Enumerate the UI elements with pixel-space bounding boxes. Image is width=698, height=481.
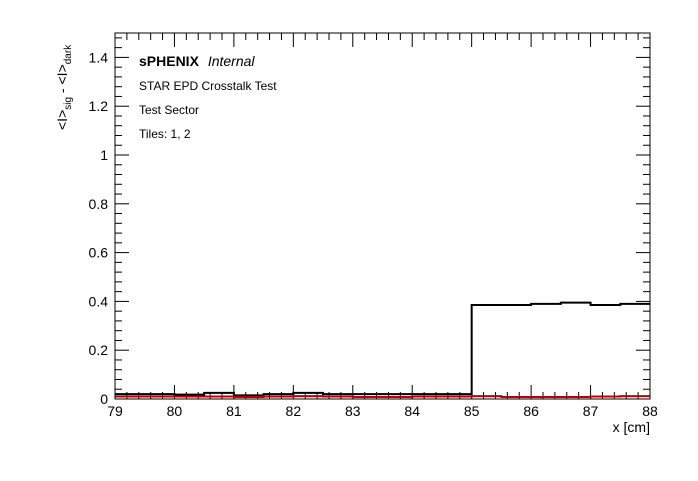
y-axis-title-base-dark: <I> <box>54 64 70 84</box>
experiment-status: Internal <box>208 53 256 69</box>
x-tick-label: 85 <box>464 403 480 419</box>
experiment-name: sPHENIX <box>139 53 200 69</box>
ticks-layer <box>114 33 651 400</box>
y-tick-label: 1.2 <box>89 98 109 114</box>
x-axis-title: x [cm] <box>613 419 650 435</box>
y-tick-label: 0.6 <box>89 245 109 261</box>
histogram-series-2 <box>115 395 650 399</box>
x-tick-label: 79 <box>107 403 123 419</box>
x-tick-label: 87 <box>583 403 599 419</box>
y-tick-label: 0.2 <box>89 342 109 358</box>
y-axis-title-dark-subscript: dark <box>63 44 74 64</box>
x-tick-label: 86 <box>523 403 539 419</box>
y-tick-label: 1.4 <box>89 49 109 65</box>
y-axis-title: <I>sig - <I>dark <box>54 44 74 130</box>
histogram-series-1 <box>115 301 650 397</box>
y-axis-title-minus: - <box>54 85 70 97</box>
x-tick-label: 80 <box>167 403 183 419</box>
x-tick-label: 81 <box>226 403 242 419</box>
annotation-sector: Test Sector <box>139 103 199 117</box>
y-tick-label: 0 <box>100 391 108 407</box>
x-tick-label: 83 <box>345 403 361 419</box>
y-tick-label: 0.4 <box>89 293 109 309</box>
experiment-label: sPHENIX Internal <box>139 53 255 69</box>
plot-frame <box>114 32 651 400</box>
y-axis-title-base: <I> <box>54 110 70 130</box>
y-tick-label: 1 <box>100 147 108 163</box>
y-tick-label: 0.8 <box>89 196 109 212</box>
y-axis-title-sig-subscript: sig <box>63 97 74 110</box>
annotation-tiles: Tiles: 1, 2 <box>139 127 191 141</box>
x-tick-label: 82 <box>286 403 302 419</box>
tick-labels-layer: 79 80 81 82 83 84 85 86 87 88 0 0.2 0.4 0.6 0.8 1 1.2 1.4 <box>89 49 658 419</box>
annotation-test-name: STAR EPD Crosstalk Test <box>139 79 277 93</box>
x-tick-label: 88 <box>642 403 658 419</box>
series-layer <box>115 301 650 399</box>
x-tick-label: 84 <box>404 403 420 419</box>
